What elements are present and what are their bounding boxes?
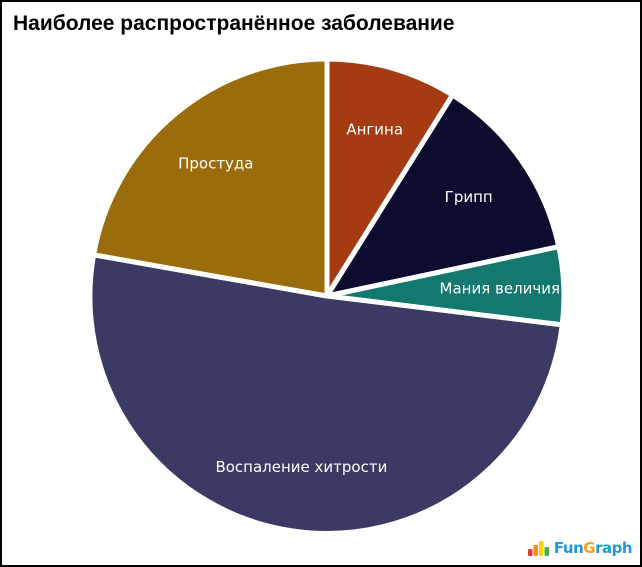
pie-slice-label: Ангина (346, 121, 403, 139)
logo-text-part: raph (595, 539, 632, 557)
pie-slice-label: Простуда (178, 155, 253, 173)
pie-slice-1 (324, 56, 456, 299)
bar-icon-bar (538, 541, 544, 556)
chart-title: Наиболее распространённое заболевание (13, 12, 455, 35)
bar-icon-bar (527, 549, 533, 556)
pie-slice-5 (91, 56, 330, 299)
fungraph-logo: FunGraph (527, 539, 633, 557)
bar-icon-bar (544, 547, 549, 556)
pie-slice-label: Воспаление хитрости (215, 458, 387, 476)
pie-slice-label: Мания величия (440, 280, 561, 298)
pie-slice-4 (87, 252, 565, 536)
pie-slice-2 (324, 92, 562, 299)
logo-text: FunGraph (553, 539, 633, 557)
bar-icon-bar (533, 545, 538, 556)
bar-chart-icon (527, 541, 549, 556)
logo-text-part: Fun (553, 539, 584, 557)
logo-text-part: G (583, 539, 596, 557)
pie-slice-label: Грипп (445, 188, 493, 206)
